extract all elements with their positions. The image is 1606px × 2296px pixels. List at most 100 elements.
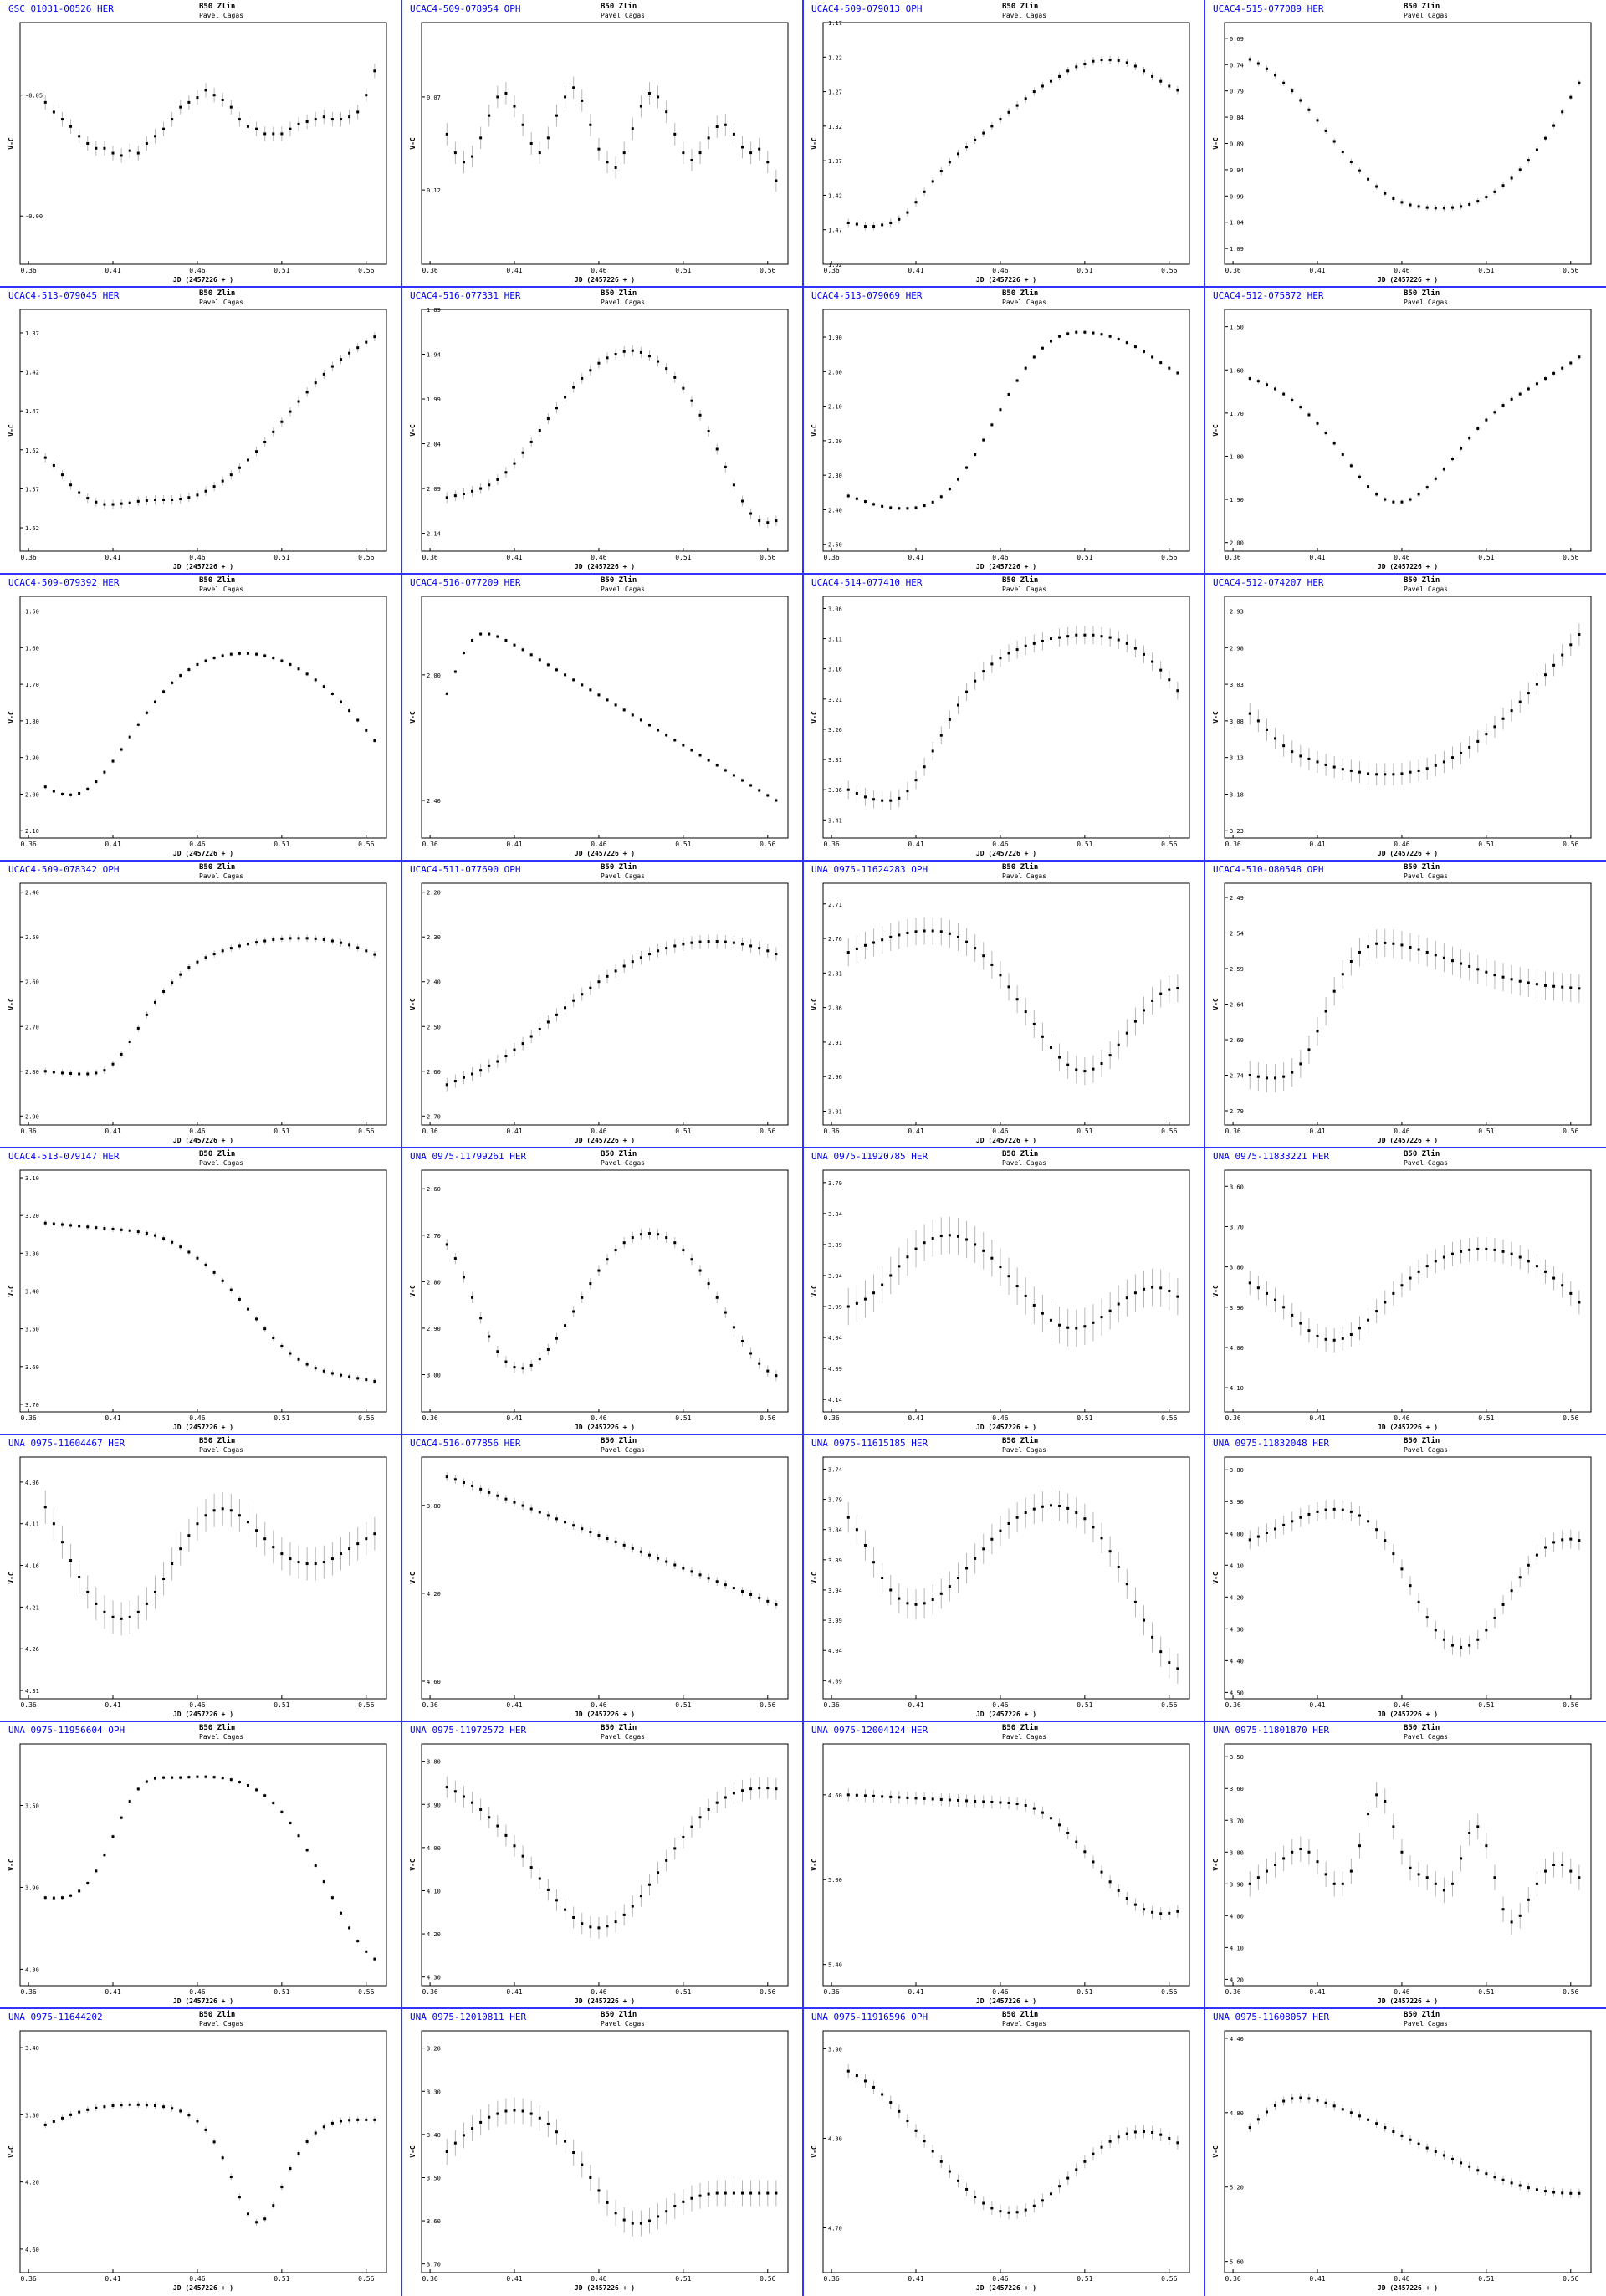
- star-name: UCAC4-509-078954 OPH: [410, 3, 521, 14]
- data-point: [1282, 1857, 1286, 1860]
- data-point: [95, 2106, 98, 2109]
- data-point: [212, 657, 216, 660]
- data-point: [453, 151, 457, 155]
- star-name: UCAC4-512-074207 HER: [1213, 577, 1324, 588]
- x-tick-label: 0.36: [422, 267, 437, 274]
- data-point: [881, 938, 884, 942]
- data-point: [504, 1360, 508, 1363]
- data-point: [1476, 2169, 1480, 2172]
- data-point: [162, 990, 166, 994]
- y-tick-label: 2.59: [1230, 966, 1244, 973]
- data-point: [741, 943, 744, 946]
- data-point: [1367, 1318, 1370, 1322]
- data-point: [356, 946, 360, 949]
- data-point: [581, 1922, 584, 1925]
- y-axis-label: V-C: [409, 424, 417, 437]
- y-tick-label: 1.90: [25, 755, 39, 762]
- data-point: [1324, 129, 1327, 132]
- data-point: [330, 118, 334, 121]
- data-point: [1518, 2184, 1522, 2187]
- x-tick-label: 0.51: [1077, 1128, 1092, 1135]
- data-point: [606, 1925, 609, 1928]
- data-point: [196, 1522, 199, 1526]
- y-tick-label: 1.42: [828, 192, 842, 199]
- data-point: [496, 478, 499, 481]
- data-point: [1125, 1296, 1128, 1300]
- data-point: [1092, 331, 1095, 335]
- x-tick-label: 0.56: [760, 1414, 775, 1422]
- x-tick-label: 0.51: [1077, 2275, 1092, 2283]
- x-tick-label: 0.46: [189, 1988, 205, 1996]
- data-point: [462, 1480, 465, 1484]
- data-point: [1151, 660, 1154, 663]
- y-tick-label: 2.70: [25, 1024, 39, 1030]
- data-point: [622, 151, 626, 155]
- data-point: [715, 2191, 719, 2195]
- data-point: [86, 787, 90, 790]
- x-tick-label: 0.56: [1161, 1701, 1177, 1709]
- data-point: [1392, 942, 1395, 945]
- data-point: [229, 105, 233, 109]
- data-point: [631, 127, 634, 130]
- x-tick-label: 0.36: [823, 554, 839, 561]
- star-name: UNA 0975-11604467 HER: [8, 1438, 125, 1449]
- data-point: [1125, 1031, 1128, 1035]
- data-point: [775, 1787, 778, 1791]
- data-point: [631, 1905, 634, 1908]
- data-point: [606, 1258, 609, 1261]
- data-point: [1349, 1333, 1353, 1337]
- x-tick-label: 0.36: [422, 2275, 437, 2283]
- data-point: [898, 796, 901, 800]
- data-point: [1341, 1337, 1344, 1340]
- data-point: [314, 937, 317, 940]
- data-point: [1450, 1252, 1454, 1255]
- data-point: [204, 659, 207, 662]
- x-tick-label: 0.41: [908, 1414, 923, 1422]
- data-point: [504, 1497, 508, 1501]
- x-tick-label: 0.41: [105, 2275, 120, 2283]
- data-point: [1493, 974, 1496, 977]
- x-tick-label: 0.56: [358, 1988, 374, 1996]
- star-name: UNA 0975-11916596 OPH: [811, 2012, 928, 2022]
- data-point: [453, 1478, 457, 1481]
- data-point: [572, 999, 575, 1002]
- y-tick-label: 2.86: [828, 1005, 842, 1012]
- data-point: [1299, 99, 1302, 102]
- data-point: [622, 1241, 626, 1245]
- data-point: [741, 1789, 744, 1792]
- data-point: [78, 2110, 81, 2114]
- data-point: [95, 1226, 98, 1230]
- data-point: [111, 151, 115, 155]
- y-tick-label: 3.80: [25, 2112, 39, 2119]
- data-point: [171, 681, 174, 684]
- y-axis-label: V-C: [8, 137, 15, 150]
- data-point: [297, 937, 300, 940]
- data-point: [365, 94, 368, 97]
- data-point: [1561, 1538, 1564, 1542]
- observatory-label: B50 Zlin: [601, 863, 637, 872]
- light-curve-panel: 0.36 0.41 0.46 0.51 0.56 JD (2457226 + ) 4.60 5…: [803, 1721, 1204, 2008]
- data-point: [1460, 205, 1463, 208]
- data-point: [665, 2210, 668, 2213]
- data-point: [340, 700, 343, 703]
- data-point: [314, 678, 317, 682]
- data-point: [982, 131, 985, 135]
- data-point: [1117, 1302, 1120, 1306]
- x-tick-label: 0.46: [189, 1414, 205, 1422]
- data-point: [1092, 2152, 1095, 2155]
- data-point: [1358, 2114, 1361, 2118]
- data-point: [322, 2125, 325, 2129]
- data-point: [775, 953, 778, 956]
- data-point: [622, 1543, 626, 1547]
- data-point: [1092, 633, 1095, 637]
- data-point: [221, 654, 224, 657]
- x-tick-label: 0.56: [358, 1701, 374, 1709]
- y-axis-label: V-C: [1212, 137, 1220, 150]
- x-tick-label: 0.46: [189, 841, 205, 848]
- x-tick-label: 0.36: [20, 1414, 36, 1422]
- data-point: [1468, 1248, 1471, 1251]
- data-point: [1544, 377, 1547, 381]
- data-point: [546, 663, 550, 667]
- data-point: [1409, 1584, 1412, 1588]
